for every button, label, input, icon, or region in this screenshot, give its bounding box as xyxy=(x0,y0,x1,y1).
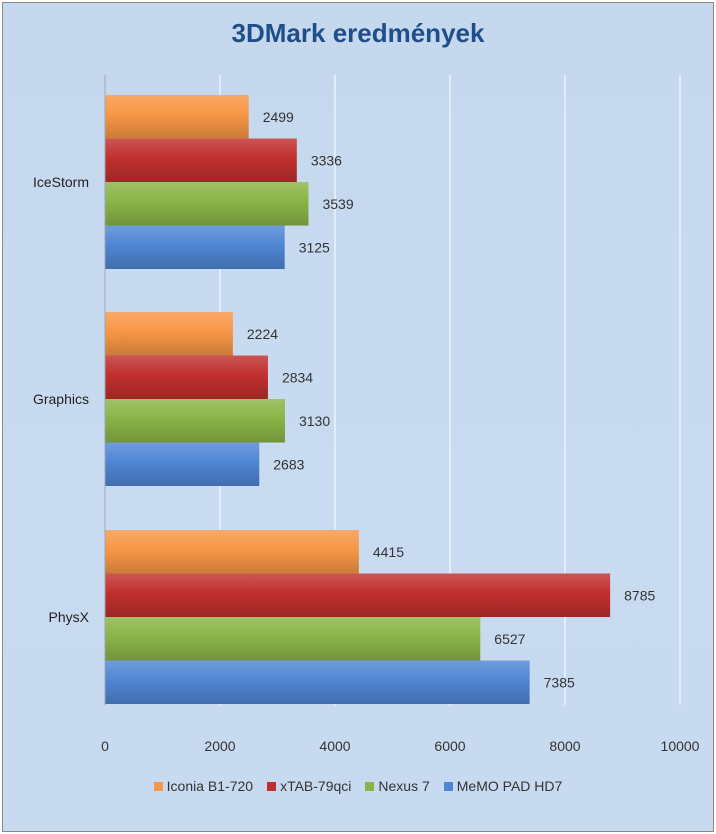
x-tick-label: 8000 xyxy=(549,738,580,754)
bar xyxy=(105,312,233,356)
y-category-label: Graphics xyxy=(33,391,89,407)
y-category-label: IceStorm xyxy=(33,174,89,190)
bar xyxy=(105,530,359,574)
legend-item: Iconia B1-720 xyxy=(153,778,254,794)
data-label: 3336 xyxy=(311,152,342,168)
bar xyxy=(105,399,285,443)
legend-swatch xyxy=(365,781,375,791)
x-tick-label: 6000 xyxy=(434,738,465,754)
data-label: 3125 xyxy=(299,239,330,255)
x-tick-label: 4000 xyxy=(319,738,350,754)
legend-label: Nexus 7 xyxy=(378,778,430,794)
data-label: 2224 xyxy=(247,326,278,342)
legend-item: MeMO PAD HD7 xyxy=(443,778,563,794)
x-tick-label: 0 xyxy=(101,738,109,754)
legend-label: xTAB-79qci xyxy=(280,778,352,794)
data-label: 3130 xyxy=(299,413,330,429)
y-category-label: PhysX xyxy=(49,609,90,625)
legend: Iconia B1-720 xTAB-79qci Nexus 7 MeMO PAD H… xyxy=(0,778,716,794)
legend-item: xTAB-79qci xyxy=(267,778,351,794)
data-label: 4415 xyxy=(373,544,404,560)
bar xyxy=(105,660,530,704)
data-label: 2499 xyxy=(263,109,294,125)
bar xyxy=(105,138,297,182)
legend-swatch xyxy=(153,781,163,791)
data-label: 3539 xyxy=(322,196,353,212)
chart-title: 3DMark eredmények xyxy=(232,18,485,48)
legend-swatch xyxy=(267,781,277,791)
data-label: 2834 xyxy=(282,369,313,385)
data-label: 7385 xyxy=(544,674,575,690)
data-label: 2683 xyxy=(273,456,304,472)
bar xyxy=(105,442,260,486)
x-tick-label: 10000 xyxy=(661,738,700,754)
bar xyxy=(105,355,268,399)
bar xyxy=(105,617,481,661)
legend-item: Nexus 7 xyxy=(365,778,430,794)
bar xyxy=(105,95,249,139)
legend-label: MeMO PAD HD7 xyxy=(456,778,563,794)
bar xyxy=(105,573,611,617)
bar xyxy=(105,182,309,226)
x-tick-label: 2000 xyxy=(204,738,235,754)
legend-swatch xyxy=(443,781,453,791)
bar xyxy=(105,225,285,269)
data-label: 8785 xyxy=(624,587,655,603)
legend-label: Iconia B1-720 xyxy=(166,778,254,794)
data-label: 6527 xyxy=(494,631,525,647)
